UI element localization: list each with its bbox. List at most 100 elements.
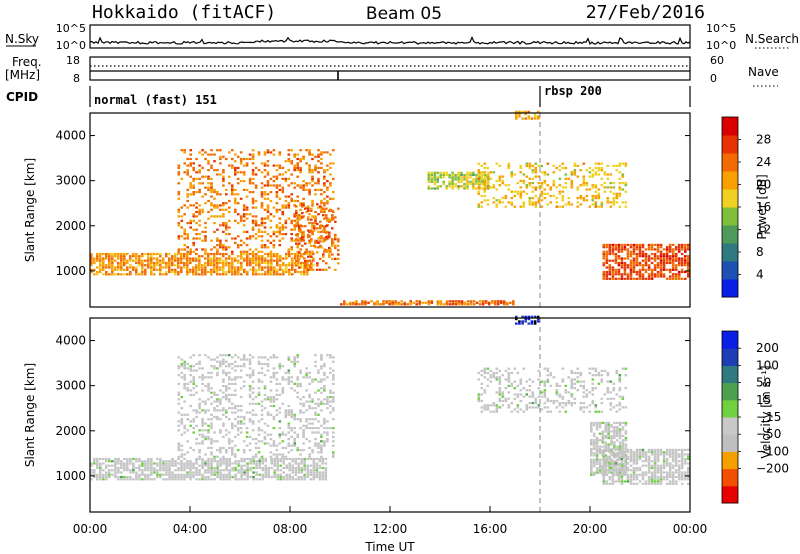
scatter-cell <box>252 462 255 465</box>
scatter-cell <box>321 457 325 461</box>
scatter-cell <box>314 402 317 405</box>
scatter-cell <box>249 466 252 470</box>
scatter-cell <box>615 197 619 200</box>
scatter-cell <box>165 261 168 265</box>
scatter-cell <box>684 453 687 456</box>
scatter-cell <box>600 402 604 405</box>
scatter-cell <box>102 462 105 465</box>
scatter-cell <box>174 264 177 267</box>
scatter-cell <box>602 273 606 276</box>
scatter-cell <box>454 176 457 179</box>
scatter-cell <box>153 478 156 481</box>
x-tick-label: 12:00 <box>373 522 408 536</box>
colorbar-tick-label: −50 <box>756 427 781 441</box>
scatter-cell <box>495 179 499 182</box>
scatter-cell <box>629 448 633 451</box>
scatter-cell <box>460 301 464 304</box>
scatter-cell <box>245 411 249 414</box>
scatter-cell <box>602 250 606 253</box>
scatter-cell <box>436 176 439 179</box>
scatter-cell <box>618 186 622 189</box>
scatter-cell <box>263 184 267 187</box>
scatter-cell <box>314 193 317 196</box>
scatter-cell <box>120 478 123 481</box>
scatter-cell <box>308 149 311 152</box>
scatter-cell <box>290 449 293 452</box>
scatter-cell <box>591 389 595 392</box>
scatter-cell <box>570 173 574 176</box>
scatter-cell <box>156 471 159 474</box>
scatter-cell <box>614 448 618 451</box>
scatter-cell <box>659 480 663 483</box>
scatter-cell <box>210 215 213 218</box>
scatter-cell <box>308 230 311 233</box>
scatter-cell <box>120 471 123 474</box>
scatter-cell <box>261 257 264 260</box>
scatter-cell <box>315 466 319 470</box>
scatter-cell <box>257 250 261 253</box>
scatter-cell <box>320 206 323 209</box>
scatter-cell <box>278 393 282 396</box>
scatter-cell <box>144 462 147 465</box>
scatter-cell <box>290 360 293 363</box>
scatter-cell <box>451 171 454 174</box>
scatter-cell <box>282 264 285 267</box>
scatter-cell <box>114 475 117 479</box>
scatter-cell <box>93 475 96 479</box>
scatter-cell <box>671 266 675 269</box>
scatter-cell <box>314 169 317 172</box>
scatter-cell <box>582 395 586 398</box>
scatter-cell <box>293 365 296 368</box>
scatter-cell <box>528 389 532 392</box>
scatter-cell <box>314 222 317 225</box>
scatter-cell <box>601 436 605 440</box>
scatter-cell <box>469 180 472 183</box>
scatter-cell <box>635 460 639 463</box>
scatter-cell <box>536 115 540 118</box>
scatter-cell <box>242 356 246 359</box>
scatter-cell <box>198 404 201 408</box>
scatter-cell <box>626 457 630 461</box>
scatter-cell <box>629 252 633 256</box>
scatter-cell <box>231 157 234 161</box>
scatter-cell <box>298 218 301 221</box>
scatter-cell <box>621 421 625 424</box>
scatter-cell <box>309 478 313 481</box>
scatter-cell <box>528 162 532 165</box>
scatter-cell <box>472 303 476 306</box>
scatter-cell <box>260 204 264 207</box>
scatter-cell <box>266 180 270 183</box>
scatter-cell <box>610 449 613 453</box>
scatter-cell <box>531 169 535 172</box>
scatter-cell <box>287 444 291 447</box>
scatter-cell <box>617 255 621 258</box>
scatter-cell <box>177 402 181 405</box>
scatter-cell <box>234 444 237 447</box>
scatter-cell <box>290 246 293 249</box>
scatter-cell <box>287 378 291 381</box>
scatter-cell <box>662 478 666 481</box>
scatter-cell <box>329 404 332 408</box>
scatter-cell <box>328 218 331 221</box>
scatter-cell <box>201 424 204 427</box>
scatter-cell <box>210 466 213 470</box>
scatter-cell <box>260 217 264 220</box>
scatter-cell <box>543 188 547 191</box>
scatter-cell <box>331 240 334 243</box>
scatter-cell <box>198 219 201 222</box>
scatter-cell <box>234 210 237 214</box>
scatter-cell <box>290 197 293 200</box>
scatter-cell <box>653 273 657 276</box>
scatter-cell <box>180 473 183 476</box>
scatter-cell <box>114 255 117 258</box>
scatter-cell <box>147 457 150 461</box>
scatter-cell <box>93 469 96 472</box>
scatter-cell <box>315 464 319 467</box>
scatter-cell <box>653 460 657 463</box>
nave-tick-top: 60 <box>710 54 724 67</box>
scatter-cell <box>687 462 690 465</box>
scatter-cell <box>282 268 285 271</box>
scatter-cell <box>257 451 261 454</box>
scatter-cell <box>618 376 622 379</box>
scatter-cell <box>150 257 153 260</box>
